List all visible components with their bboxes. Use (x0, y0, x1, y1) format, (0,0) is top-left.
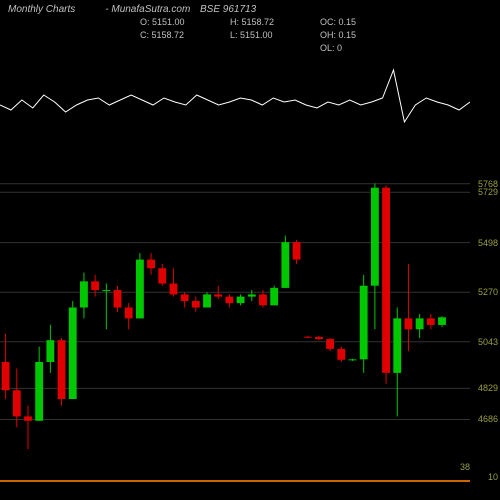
y-tick-label: 5270 (478, 287, 498, 297)
volume-label: 10 (488, 472, 498, 482)
high-label: H: 5158.72 (230, 16, 300, 29)
indicator-panel (0, 50, 470, 140)
price-panel (0, 155, 470, 460)
low-label: L: 5151.00 (230, 29, 300, 42)
y-tick-label: 5043 (478, 337, 498, 347)
oh-label: OH: 0.15 (320, 29, 390, 42)
chart-title: Monthly Charts (8, 4, 75, 15)
y-axis-labels: 4686 4829 5043 5270 5498 57295768 (470, 155, 498, 460)
volume-panel (0, 467, 470, 492)
y-tick-label: 5768 (478, 179, 498, 189)
open-label: O: 5151.00 (140, 16, 210, 29)
site-label: - MunafaSutra.com (105, 4, 190, 15)
y-tick-label: 4829 (478, 383, 498, 393)
ticker-label: BSE 961713 (200, 4, 256, 15)
y-tick-label: 5729 (478, 187, 498, 197)
y-tick-label: 4686 (478, 414, 498, 424)
close-label: C: 5158.72 (140, 29, 210, 42)
oc-label: OC: 0.15 (320, 16, 390, 29)
y-tick-label: 5498 (478, 238, 498, 248)
